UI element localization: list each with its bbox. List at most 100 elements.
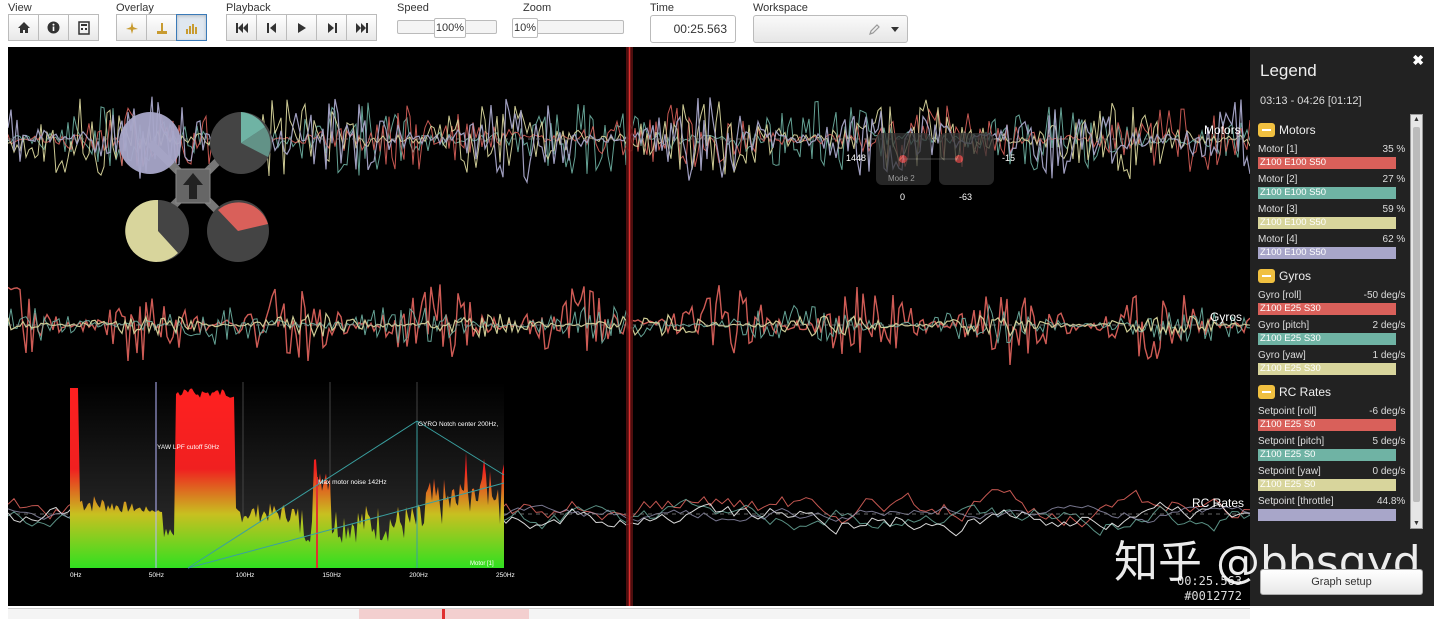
scroll-down-icon[interactable]: ▼ — [1413, 520, 1420, 527]
stick-bottom-left-value: 0 — [900, 192, 906, 202]
motors-trace-label: Motors — [1204, 123, 1241, 137]
playback-label: Playback — [226, 2, 271, 14]
lpf-annotation: YAW LPF cutoff 50Hz — [157, 444, 219, 451]
legend-group-header[interactable]: RC Rates — [1258, 383, 1420, 401]
field-label: Motor [3] — [1258, 204, 1298, 215]
close-icon[interactable]: ✖ — [1412, 52, 1424, 68]
field-scale-bar: Z100 E25 S0 — [1258, 449, 1396, 461]
graph-frame: #0012772 — [1184, 589, 1242, 603]
log-graph-canvas[interactable]: YAW LPF cutoff 50Hz Max motor noise 142H… — [8, 47, 1250, 606]
analyser-overlay-button[interactable] — [176, 14, 207, 41]
view-label: View — [8, 2, 32, 14]
field-value: 1 deg/s — [1372, 350, 1406, 361]
jump-start-button[interactable] — [226, 14, 257, 41]
spectrum-x-tick: 100Hz — [236, 572, 255, 579]
sticks-overlay-button[interactable] — [146, 14, 177, 41]
collapse-icon[interactable] — [1258, 385, 1275, 399]
timeline-seekbar[interactable] — [8, 608, 1250, 619]
spectrum-analyser: YAW LPF cutoff 50Hz Max motor noise 142H… — [70, 382, 515, 579]
graph-time: 00:25.563 — [1176, 574, 1242, 588]
legend-field[interactable]: Gyro [roll]-50 deg/s≡Z100 E25 S30 — [1258, 290, 1420, 315]
legend-group-name: Motors — [1279, 123, 1316, 137]
field-label: Motor [1] — [1258, 144, 1298, 155]
workspace-select[interactable] — [753, 15, 908, 43]
caret-down-icon[interactable] — [891, 27, 899, 33]
field-value: 62 % — [1382, 234, 1406, 245]
field-value: 5 deg/s — [1372, 436, 1406, 447]
field-value: 27 % — [1382, 174, 1406, 185]
timeline-cursor[interactable] — [442, 609, 445, 619]
zoom-value[interactable]: 10% — [512, 18, 538, 38]
spectrum-x-tick: 0Hz — [70, 572, 82, 579]
legend-group-header[interactable]: Gyros — [1258, 267, 1420, 285]
legend-group-name: RC Rates — [1279, 385, 1332, 399]
gyros-trace-label: Gyros — [1210, 310, 1243, 324]
info-icon — [47, 21, 60, 34]
overlay-label: Overlay — [116, 2, 154, 14]
collapse-icon[interactable] — [1258, 269, 1275, 283]
info-button[interactable] — [38, 14, 69, 41]
field-scale-bar: Z100 E25 S30 — [1258, 333, 1396, 345]
field-label: Setpoint [yaw] — [1258, 466, 1321, 477]
legend-scrollbar-thumb[interactable] — [1413, 127, 1420, 502]
heading-arrow-icon — [183, 173, 203, 199]
legend-field[interactable]: Setpoint [roll]-6 deg/s≡Z100 E25 S0 — [1258, 406, 1420, 431]
rc-rates-trace-label: RC Rates — [1192, 496, 1245, 510]
field-label: Setpoint [pitch] — [1258, 436, 1325, 447]
motor-noise-annotation: Max motor noise 142Hz — [318, 479, 387, 486]
field-label: Gyro [roll] — [1258, 290, 1302, 301]
field-label: Motor [2] — [1258, 174, 1298, 185]
spectrum-x-tick: 200Hz — [409, 572, 428, 579]
spectrum-x-tick: 150Hz — [322, 572, 341, 579]
play-icon — [297, 22, 306, 33]
time-input[interactable]: 00:25.563 — [650, 15, 736, 43]
legend-field[interactable]: Motor [3]59 %≡Z100 E100 S50 — [1258, 204, 1420, 229]
pencil-icon[interactable] — [868, 24, 880, 36]
field-label: Setpoint [roll] — [1258, 406, 1317, 417]
play-button[interactable] — [286, 14, 317, 41]
field-scale-bar: Z100 E25 S0 — [1258, 419, 1396, 431]
spectrum-icon — [185, 23, 197, 34]
field-label: Setpoint [throttle] — [1258, 496, 1334, 507]
field-label: Gyro [pitch] — [1258, 320, 1310, 331]
legend-field[interactable]: Setpoint [pitch]5 deg/s≡Z100 E25 S0 — [1258, 436, 1420, 461]
field-value: -6 deg/s — [1369, 406, 1406, 417]
field-scale-bar: Z100 E100 S50 — [1258, 247, 1396, 259]
calculator-button[interactable] — [68, 14, 99, 41]
jump-end-button[interactable] — [346, 14, 377, 41]
legend-field[interactable]: Setpoint [throttle]44.8%≡ — [1258, 496, 1420, 521]
field-value: 44.8% — [1376, 496, 1406, 507]
fast-forward-icon — [355, 22, 368, 33]
legend-field[interactable]: Setpoint [yaw]0 deg/s≡Z100 E25 S0 — [1258, 466, 1420, 491]
legend-title: Legend — [1260, 61, 1317, 80]
step-forward-button[interactable] — [316, 14, 347, 41]
home-icon — [17, 22, 30, 33]
step-backward-icon — [266, 22, 276, 33]
legend-scrollbar[interactable]: ▲ ▼ — [1410, 114, 1423, 529]
legend-field[interactable]: Motor [1]35 %≡Z100 E100 S50 — [1258, 144, 1420, 169]
stick-bottom-right-value: -63 — [959, 192, 973, 202]
step-back-button[interactable] — [256, 14, 287, 41]
collapse-icon[interactable] — [1258, 123, 1275, 137]
graph-setup-button[interactable]: Graph setup — [1260, 569, 1423, 595]
legend-field[interactable]: Motor [2]27 %≡Z100 E100 S50 — [1258, 174, 1420, 199]
legend-field[interactable]: Motor [4]62 %≡Z100 E100 S50 — [1258, 234, 1420, 259]
zoom-label: Zoom — [523, 2, 552, 14]
legend-field[interactable]: Gyro [yaw]1 deg/s≡Z100 E25 S30 — [1258, 350, 1420, 375]
home-button[interactable] — [8, 14, 39, 41]
spectrum-x-tick: 250Hz — [496, 572, 515, 579]
time-label: Time — [650, 2, 675, 14]
stick-right-value: -15 — [1002, 153, 1016, 163]
craft-overlay-button[interactable] — [116, 14, 147, 41]
field-label: Motor [4] — [1258, 234, 1298, 245]
legend-group-name: Gyros — [1279, 269, 1312, 283]
legend-panel: ✖ Legend 03:13 - 04:26 [01:12] Motors Mot… — [1250, 47, 1434, 606]
workspace-label: Workspace — [753, 2, 808, 14]
legend-field[interactable]: Gyro [pitch]2 deg/s≡Z100 E25 S30 — [1258, 320, 1420, 345]
scroll-up-icon[interactable]: ▲ — [1413, 116, 1420, 123]
legend-group-header[interactable]: Motors — [1258, 121, 1420, 139]
field-scale-bar: Z100 E25 S30 — [1258, 303, 1396, 315]
speed-label: Speed — [397, 2, 429, 14]
speed-value[interactable]: 100% — [434, 18, 466, 38]
